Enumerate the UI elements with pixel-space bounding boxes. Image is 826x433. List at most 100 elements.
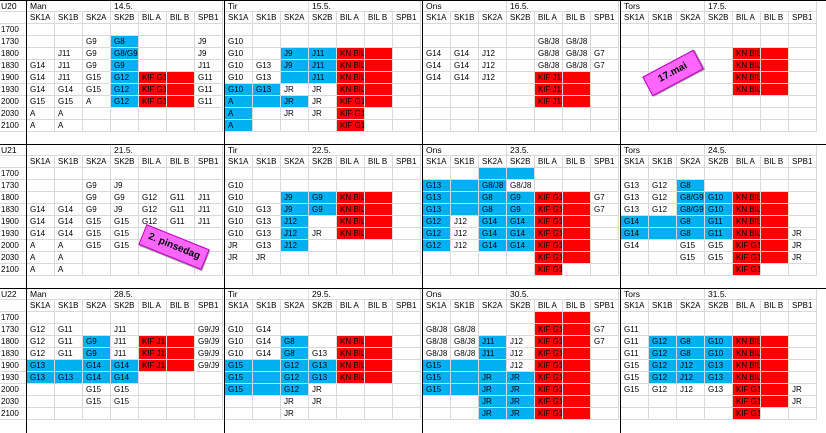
- schedule-cell[interactable]: [337, 24, 365, 36]
- schedule-cell[interactable]: [55, 168, 83, 180]
- schedule-cell[interactable]: KIF J13: [139, 336, 167, 348]
- schedule-cell[interactable]: G13: [27, 372, 55, 384]
- schedule-cell[interactable]: [591, 372, 619, 384]
- schedule-cell[interactable]: G12: [423, 216, 451, 228]
- schedule-cell[interactable]: [167, 168, 195, 180]
- schedule-cell[interactable]: [167, 72, 195, 84]
- schedule-cell[interactable]: [563, 216, 591, 228]
- schedule-cell[interactable]: [563, 168, 591, 180]
- schedule-cell[interactable]: G10: [225, 228, 253, 240]
- schedule-cell[interactable]: [621, 108, 649, 120]
- schedule-cell[interactable]: G15: [621, 372, 649, 384]
- schedule-cell[interactable]: [761, 264, 789, 276]
- schedule-cell[interactable]: [281, 24, 309, 36]
- schedule-cell[interactable]: G12: [27, 336, 55, 348]
- schedule-cell[interactable]: G10: [225, 324, 253, 336]
- schedule-cell[interactable]: [195, 108, 223, 120]
- schedule-cell[interactable]: G12: [649, 192, 677, 204]
- schedule-cell[interactable]: [139, 252, 167, 264]
- schedule-cell[interactable]: [393, 264, 421, 276]
- schedule-cell[interactable]: G11: [167, 216, 195, 228]
- schedule-cell[interactable]: [365, 96, 393, 108]
- schedule-cell[interactable]: J12: [451, 228, 479, 240]
- schedule-cell[interactable]: [309, 324, 337, 336]
- schedule-cell[interactable]: KN BIL: [733, 360, 761, 372]
- schedule-cell[interactable]: [451, 84, 479, 96]
- schedule-cell[interactable]: [55, 180, 83, 192]
- schedule-cell[interactable]: [83, 312, 111, 324]
- schedule-cell[interactable]: G15: [677, 240, 705, 252]
- schedule-cell[interactable]: G9/J9: [195, 360, 223, 372]
- schedule-cell[interactable]: [27, 168, 55, 180]
- schedule-cell[interactable]: [649, 120, 677, 132]
- schedule-cell[interactable]: G9: [309, 192, 337, 204]
- schedule-cell[interactable]: [365, 348, 393, 360]
- schedule-cell[interactable]: J9: [281, 204, 309, 216]
- schedule-cell[interactable]: G8: [677, 180, 705, 192]
- schedule-cell[interactable]: [535, 24, 563, 36]
- schedule-cell[interactable]: J11: [195, 192, 223, 204]
- schedule-cell[interactable]: [139, 324, 167, 336]
- schedule-cell[interactable]: [225, 24, 253, 36]
- schedule-cell[interactable]: G13: [253, 84, 281, 96]
- schedule-cell[interactable]: [195, 264, 223, 276]
- schedule-cell[interactable]: [677, 324, 705, 336]
- schedule-cell[interactable]: [83, 408, 111, 420]
- schedule-cell[interactable]: [705, 408, 733, 420]
- schedule-cell[interactable]: KN BIL: [337, 192, 365, 204]
- schedule-cell[interactable]: G15: [83, 84, 111, 96]
- schedule-cell[interactable]: G9: [83, 336, 111, 348]
- schedule-cell[interactable]: [705, 72, 733, 84]
- schedule-cell[interactable]: [423, 408, 451, 420]
- schedule-cell[interactable]: G9: [507, 204, 535, 216]
- schedule-cell[interactable]: KIF G14: [733, 384, 761, 396]
- schedule-cell[interactable]: [451, 360, 479, 372]
- schedule-cell[interactable]: [591, 84, 619, 96]
- schedule-cell[interactable]: [167, 384, 195, 396]
- schedule-cell[interactable]: A: [27, 240, 55, 252]
- schedule-cell[interactable]: [195, 120, 223, 132]
- schedule-cell[interactable]: G14: [423, 48, 451, 60]
- schedule-cell[interactable]: JR: [281, 96, 309, 108]
- schedule-cell[interactable]: [393, 240, 421, 252]
- schedule-cell[interactable]: G11: [705, 228, 733, 240]
- schedule-cell[interactable]: G8/J8: [563, 48, 591, 60]
- schedule-cell[interactable]: J12: [677, 384, 705, 396]
- schedule-cell[interactable]: [649, 24, 677, 36]
- schedule-cell[interactable]: G9: [83, 348, 111, 360]
- schedule-cell[interactable]: A: [55, 120, 83, 132]
- schedule-cell[interactable]: JR: [789, 396, 817, 408]
- schedule-cell[interactable]: G12: [649, 336, 677, 348]
- schedule-cell[interactable]: [479, 120, 507, 132]
- schedule-cell[interactable]: G14: [27, 60, 55, 72]
- schedule-cell[interactable]: G14: [27, 84, 55, 96]
- schedule-cell[interactable]: [253, 24, 281, 36]
- schedule-cell[interactable]: [55, 360, 83, 372]
- schedule-cell[interactable]: G11: [705, 216, 733, 228]
- schedule-cell[interactable]: [337, 384, 365, 396]
- schedule-cell[interactable]: A: [83, 96, 111, 108]
- schedule-cell[interactable]: [507, 60, 535, 72]
- schedule-cell[interactable]: G14: [253, 336, 281, 348]
- schedule-cell[interactable]: G10: [705, 204, 733, 216]
- schedule-cell[interactable]: G15: [705, 240, 733, 252]
- schedule-cell[interactable]: [195, 180, 223, 192]
- schedule-cell[interactable]: [365, 24, 393, 36]
- schedule-cell[interactable]: A: [225, 108, 253, 120]
- schedule-cell[interactable]: [591, 24, 619, 36]
- schedule-cell[interactable]: KIF G13: [139, 96, 167, 108]
- schedule-cell[interactable]: [705, 168, 733, 180]
- schedule-cell[interactable]: KIF G15: [535, 252, 563, 264]
- schedule-cell[interactable]: G14: [507, 216, 535, 228]
- schedule-cell[interactable]: [365, 372, 393, 384]
- schedule-cell[interactable]: [393, 24, 421, 36]
- schedule-cell[interactable]: [365, 180, 393, 192]
- schedule-cell[interactable]: JR: [789, 228, 817, 240]
- schedule-cell[interactable]: [195, 312, 223, 324]
- schedule-cell[interactable]: [423, 84, 451, 96]
- schedule-cell[interactable]: G14: [621, 240, 649, 252]
- schedule-cell[interactable]: JR: [479, 396, 507, 408]
- schedule-cell[interactable]: G10: [225, 336, 253, 348]
- schedule-cell[interactable]: [649, 108, 677, 120]
- schedule-cell[interactable]: [649, 312, 677, 324]
